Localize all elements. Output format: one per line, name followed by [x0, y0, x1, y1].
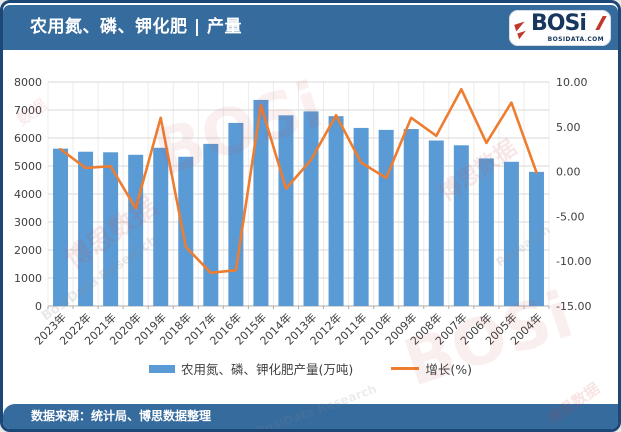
svg-text:3000: 3000	[14, 216, 42, 229]
svg-text:7000: 7000	[14, 104, 42, 117]
chart-legend: 农用氮、磷、钾化肥产量(万吨) 增长(%)	[3, 359, 618, 378]
legend-label-growth: 增长(%)	[425, 362, 472, 377]
legend-label-production: 农用氮、磷、钾化肥产量(万吨)	[181, 362, 354, 377]
svg-text:-15.00: -15.00	[556, 300, 591, 313]
svg-text:2020年: 2020年	[107, 310, 144, 347]
axis-labels: 0 1000 2000 3000 4000 5000 6000 7000 8000 10.00 5.…	[14, 76, 591, 348]
svg-text:2021年: 2021年	[82, 310, 119, 347]
svg-text:10.00: 10.00	[556, 76, 588, 89]
svg-text:8000: 8000	[14, 76, 42, 89]
svg-text:2016年: 2016年	[207, 310, 244, 347]
svg-text:2009年: 2009年	[382, 310, 419, 347]
svg-text:2011年: 2011年	[332, 310, 369, 347]
bosi-logo: BOSi BOSIDATA.COM	[509, 10, 611, 46]
svg-text:2010年: 2010年	[357, 310, 394, 347]
svg-text:2007年: 2007年	[432, 310, 469, 347]
svg-text:-5.00: -5.00	[556, 210, 584, 223]
line-swatch-icon	[391, 367, 420, 370]
watermark-text: Research	[493, 222, 553, 270]
footer-bar: 数据来源：统计局、博思数据整理	[3, 404, 618, 429]
watermark-text: 博思数据	[435, 135, 522, 207]
svg-text:2013年: 2013年	[282, 310, 319, 347]
logo-slash-icon	[595, 16, 607, 30]
svg-text:4000: 4000	[14, 188, 42, 201]
page-title: 农用氮、磷、钾化肥 | 产量	[30, 17, 243, 37]
growth-line	[59, 87, 538, 275]
svg-text:2004年: 2004年	[507, 310, 544, 347]
svg-text:2017年: 2017年	[182, 310, 219, 347]
legend-item-growth: 增长(%)	[391, 359, 472, 378]
svg-text:2000: 2000	[14, 244, 42, 257]
watermark-text: BOSi	[145, 68, 332, 192]
logo-subtext: BOSIDATA.COM	[547, 36, 604, 43]
bar-swatch-icon	[149, 364, 176, 373]
watermark-text: 数据	[13, 95, 51, 130]
svg-text:1000: 1000	[14, 272, 42, 285]
svg-text:2008年: 2008年	[407, 310, 444, 347]
svg-text:0: 0	[35, 300, 42, 313]
svg-text:5000: 5000	[14, 160, 42, 173]
logo-stripe-icon	[517, 30, 528, 40]
gridlines	[47, 81, 550, 309]
svg-text:5.00: 5.00	[556, 121, 581, 134]
svg-text:2018年: 2018年	[157, 310, 194, 347]
svg-text:0.00: 0.00	[556, 166, 581, 179]
watermark-text: BosiData Research	[39, 232, 161, 325]
data-source: 数据来源：统计局、博思数据整理	[31, 409, 212, 423]
svg-text:2015年: 2015年	[232, 310, 269, 347]
legend-item-production: 农用氮、磷、钾化肥产量(万吨)	[149, 359, 353, 378]
svg-text:2019年: 2019年	[132, 310, 169, 347]
svg-text:2014年: 2014年	[257, 310, 294, 347]
svg-text:2006年: 2006年	[457, 310, 494, 347]
svg-text:2023年: 2023年	[31, 310, 68, 347]
svg-text:-10.00: -10.00	[556, 255, 591, 268]
logo-text: BOSi	[531, 11, 587, 36]
header-bar: 农用氮、磷、钾化肥 | 产量 BOSi BOSIDATA.COM	[3, 5, 618, 50]
watermark-text: 博思数据	[60, 191, 163, 276]
combo-chart: 0 1000 2000 3000 4000 5000 6000 7000 8000 10.00 5.…	[14, 76, 591, 348]
svg-text:6000: 6000	[14, 132, 42, 145]
svg-text:2012年: 2012年	[307, 310, 344, 347]
watermark-text: BOSi	[395, 278, 582, 402]
production-bars	[53, 99, 544, 307]
svg-text:2005年: 2005年	[482, 310, 519, 347]
svg-text:2022年: 2022年	[56, 310, 93, 347]
